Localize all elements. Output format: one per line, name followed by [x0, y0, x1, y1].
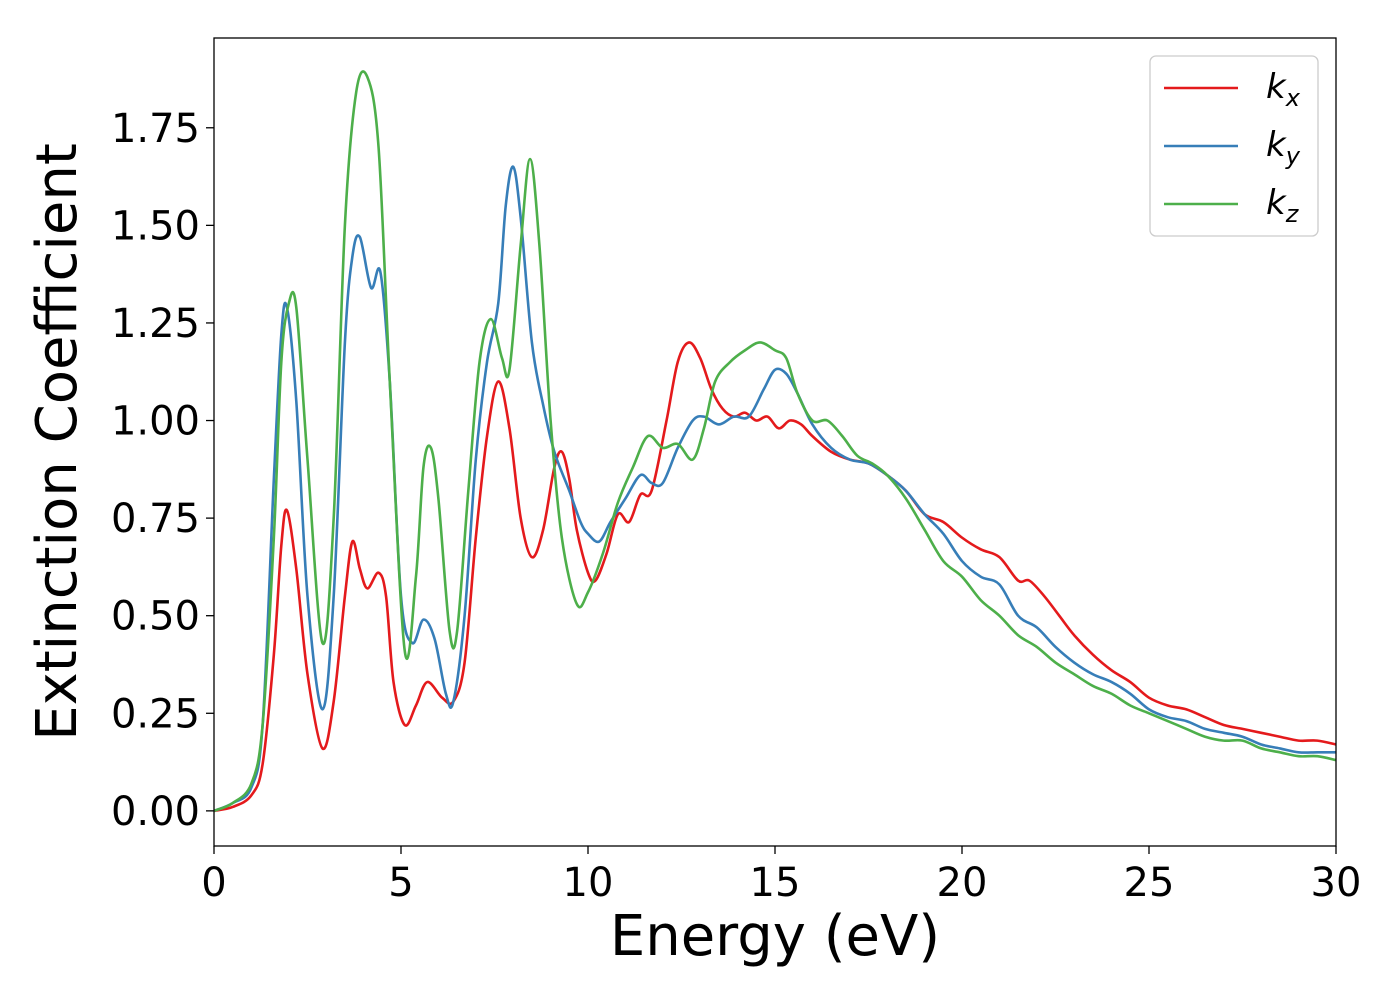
plot-area [214, 70, 1336, 813]
y-axis: 0.00 0.25 0.50 0.75 1.00 1.25 1.50 1.75 [111, 106, 214, 835]
y-tick-label: 1.00 [111, 399, 200, 445]
x-tick-label: 15 [750, 860, 801, 906]
x-tick-label: 25 [1124, 860, 1175, 906]
legend-label-k-y: ky [1266, 125, 1301, 170]
x-tick-label: 10 [563, 860, 614, 906]
y-tick-label: 0.75 [111, 496, 200, 542]
y-tick-label: 1.75 [111, 106, 200, 152]
series-line-k-x [214, 341, 1336, 813]
legend-label-k-z: kz [1266, 183, 1300, 228]
series-line-k-z [214, 70, 1336, 813]
y-tick-label: 1.50 [111, 203, 200, 249]
x-tick-label: 0 [201, 860, 226, 906]
x-tick-label: 5 [388, 860, 413, 906]
y-tick-label: 0.50 [111, 594, 200, 640]
y-tick-label: 0.00 [111, 789, 200, 835]
y-axis-title: Extinction Coefficient [25, 143, 90, 741]
x-axis: 0 5 10 15 20 25 30 [201, 846, 1361, 906]
y-tick-label: 0.25 [111, 691, 200, 737]
x-axis-title: Energy (eV) [610, 904, 940, 969]
y-tick-label: 1.25 [111, 301, 200, 347]
series-line-k-y [214, 165, 1336, 813]
legend-label-k-x: kx [1266, 67, 1301, 112]
legend: kx ky kz [1149, 55, 1319, 237]
x-tick-label: 20 [937, 860, 988, 906]
x-tick-label: 30 [1311, 860, 1362, 906]
